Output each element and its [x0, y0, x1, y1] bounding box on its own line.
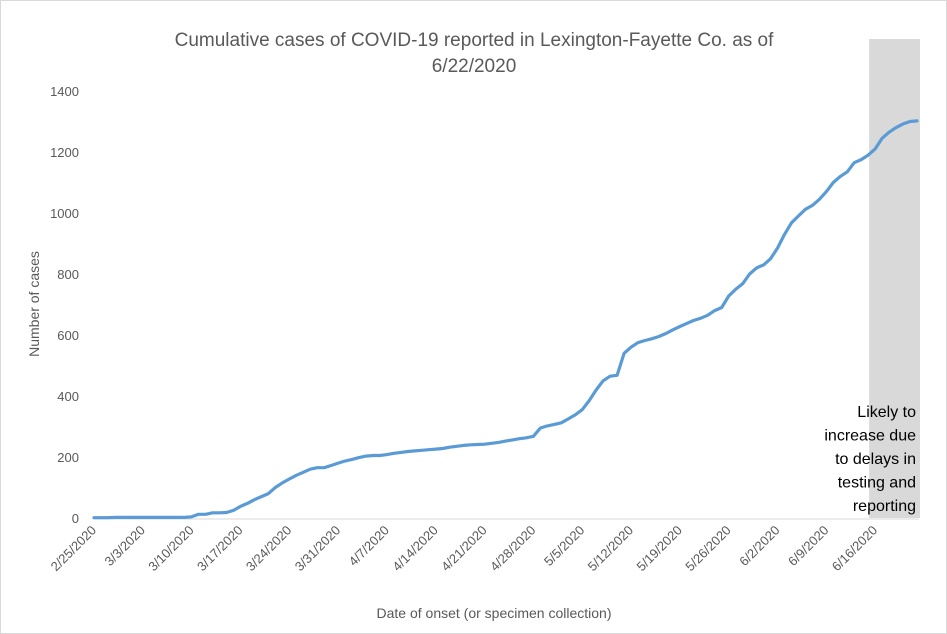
y-tick-label: 400 — [57, 389, 79, 404]
shaded-region-note: Likely to — [857, 404, 916, 421]
chart-title: Cumulative cases of COVID-19 reported in… — [175, 30, 775, 51]
shaded-region-note: to delays in — [835, 451, 916, 468]
shaded-region-note: increase due — [824, 428, 916, 445]
x-tick-label: 4/21/2020 — [438, 523, 490, 575]
shaded-region-note: reporting — [853, 498, 916, 515]
x-tick-label: 5/12/2020 — [585, 523, 637, 575]
x-tick-label: 6/2/2020 — [736, 523, 782, 569]
y-tick-label: 1000 — [50, 206, 79, 221]
x-tick-label: 6/9/2020 — [785, 523, 831, 569]
series-line — [92, 119, 919, 520]
y-tick-label: 800 — [57, 267, 79, 282]
x-tick-label: 5/5/2020 — [541, 523, 587, 569]
x-tick-label: 3/24/2020 — [243, 523, 295, 575]
x-tick-label: 3/17/2020 — [194, 523, 246, 575]
x-tick-label: 4/7/2020 — [346, 523, 392, 569]
x-tick-label: 3/31/2020 — [292, 523, 344, 575]
y-tick-label: 600 — [57, 328, 79, 343]
x-tick-label: 5/19/2020 — [633, 523, 685, 575]
x-tick-label: 5/26/2020 — [682, 523, 734, 575]
y-tick-label: 1400 — [50, 84, 79, 99]
shaded-region — [869, 39, 920, 518]
y-tick-label: 200 — [57, 450, 79, 465]
shaded-region-note: testing and — [838, 475, 916, 492]
x-tick-label: 3/3/2020 — [102, 523, 148, 569]
chart-title-line-2: 6/22/2020 — [432, 56, 517, 77]
y-axis-title: Number of cases — [26, 251, 42, 357]
x-tick-label: 3/10/2020 — [145, 523, 197, 575]
x-tick-label: 2/25/2020 — [48, 523, 100, 575]
x-tick-label: 4/28/2020 — [487, 523, 539, 575]
x-tick-label: 4/14/2020 — [389, 523, 441, 575]
x-tick-label: 6/16/2020 — [829, 523, 881, 575]
y-tick-label: 0 — [72, 511, 79, 526]
y-tick-label: 1200 — [50, 145, 79, 160]
x-axis-title: Date of onset (or specimen collection) — [377, 605, 612, 621]
